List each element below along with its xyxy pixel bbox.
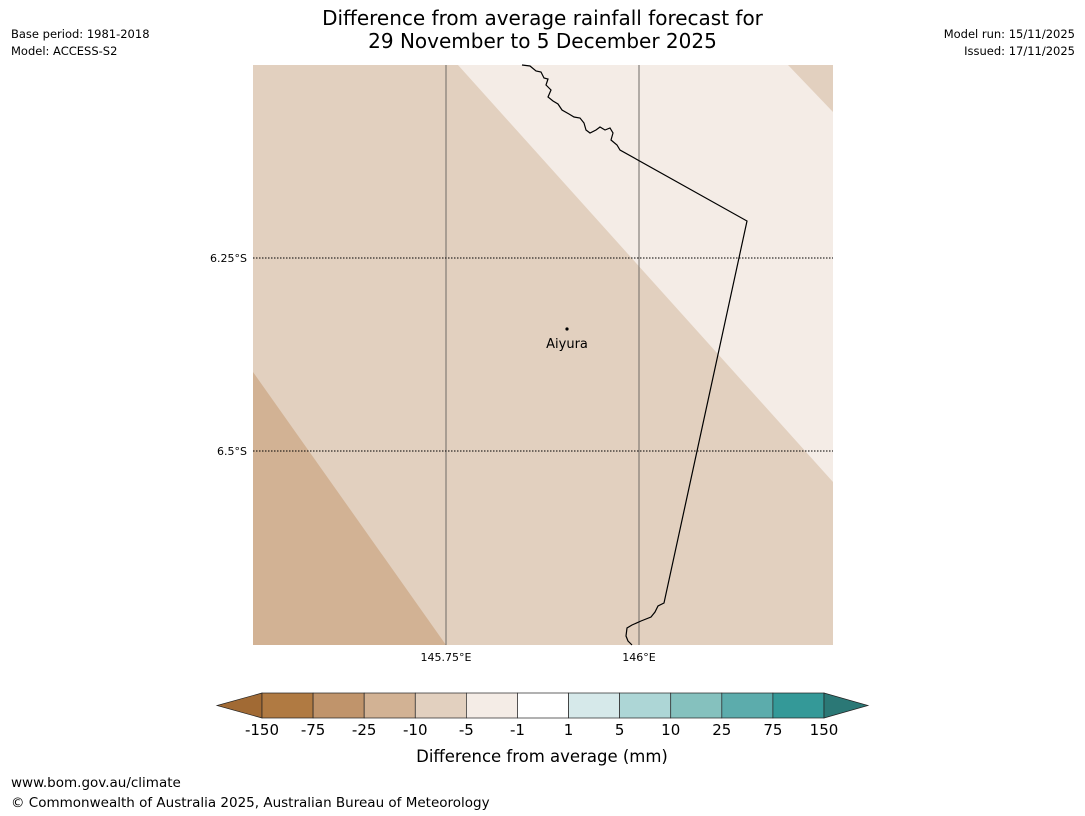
legend-tick-label: 5	[615, 721, 625, 739]
legend-swatch	[517, 692, 569, 719]
legend-tick-label: 75	[763, 721, 782, 739]
legend-swatch	[312, 692, 365, 719]
legend-tick-label: -10	[403, 721, 428, 739]
lon-label-145-75: 145.75°E	[421, 651, 472, 664]
legend-swatch	[721, 692, 774, 719]
legend-swatch	[772, 692, 825, 719]
legend-tick-label: 150	[810, 721, 839, 739]
colorbar-legend: -150 -75 -25 -10 -5 -1 1 5 10 25 75 150	[215, 692, 870, 739]
legend-extend-low	[215, 692, 263, 719]
legend-swatch	[568, 692, 620, 719]
header-right: Model run: 15/11/2025 Issued: 17/11/2025	[944, 26, 1075, 60]
model-run-text: Model run: 15/11/2025	[943, 27, 1075, 41]
legend-tick-label: -150	[245, 721, 279, 739]
legend-tick-label: 25	[712, 721, 731, 739]
legend-swatch	[670, 692, 723, 719]
issued-text: Issued: 17/11/2025	[964, 44, 1075, 58]
legend-tick-label: -75	[301, 721, 326, 739]
legend-tick-label: -1	[510, 721, 525, 739]
page-title: Difference from average rainfall forecas…	[0, 7, 1085, 53]
legend-tick-label: 10	[661, 721, 680, 739]
footer-url: www.bom.gov.au/climate	[11, 775, 181, 791]
lat-label-6-5: 6.5°S	[217, 445, 247, 458]
legend-extend-high	[823, 692, 870, 719]
legend-swatch	[414, 692, 467, 719]
legend-tick-label: -5	[459, 721, 474, 739]
header-left: Base period: 1981-2018 Model: ACCESS-S2	[11, 26, 150, 60]
legend-label: Difference from average (mm)	[416, 747, 668, 766]
footer-copyright: © Commonwealth of Australia 2025, Austra…	[11, 795, 490, 811]
title-line-2: 29 November to 5 December 2025	[368, 29, 717, 53]
region-dry-moderate	[253, 372, 446, 645]
model-text: Model: ACCESS-S2	[11, 44, 118, 58]
legend-tick-label: -25	[352, 721, 377, 739]
base-period-text: Base period: 1981-2018	[11, 27, 150, 41]
legend-swatch	[363, 692, 416, 719]
lat-label-6-25: 6.25°S	[210, 252, 247, 265]
legend-swatch	[261, 692, 314, 719]
town-label-aiyura: Aiyura	[546, 337, 588, 352]
legend-swatch	[619, 692, 672, 719]
province-boundary	[521, 64, 748, 646]
map-panel: Aiyura 6.25°S 6.5°S 145.75°E 146°E	[210, 64, 833, 664]
legend-tick-label: 1	[564, 721, 574, 739]
legend-swatch	[466, 692, 518, 719]
lon-label-146: 146°E	[622, 651, 655, 664]
town-marker	[565, 327, 569, 331]
region-near-average	[458, 65, 833, 482]
title-line-1: Difference from average rainfall forecas…	[322, 6, 763, 30]
